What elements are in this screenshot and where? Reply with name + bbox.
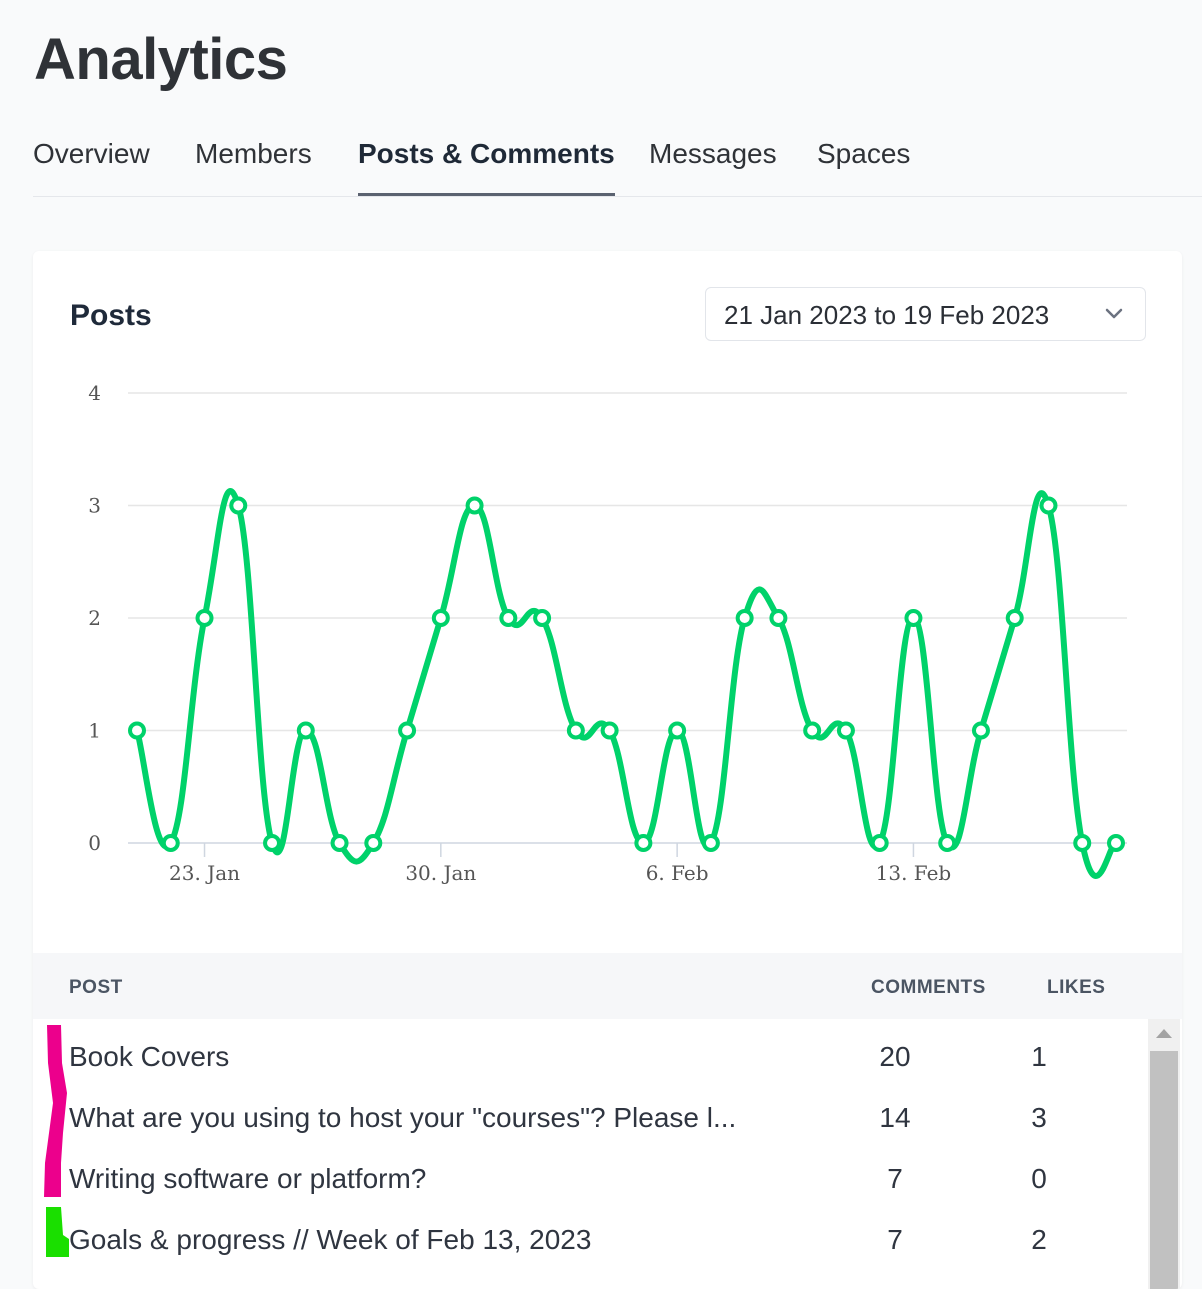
table-row[interactable]: Book Covers 20 1 [33, 1029, 1145, 1090]
column-header-comments[interactable]: COMMENTS [871, 977, 986, 998]
table-header: POST COMMENTS LIKES [33, 953, 1182, 1019]
data-point [296, 721, 315, 740]
data-point [128, 721, 146, 740]
y-tick-label: 4 [88, 381, 101, 405]
posts-card: Posts 21 Jan 2023 to 19 Feb 2023 0 1 2 3 4 23… [33, 251, 1182, 1289]
data-point [634, 834, 653, 852]
data-point [465, 496, 484, 515]
data-point [904, 609, 923, 627]
chevron-down-icon [1105, 308, 1123, 319]
data-point [870, 834, 889, 852]
post-title[interactable]: Writing software or platform? [69, 1163, 427, 1194]
table-row[interactable]: What are you using to host your "courses… [33, 1090, 1145, 1151]
series-line [134, 488, 1119, 879]
tab-members[interactable]: Members [195, 138, 312, 169]
table-row[interactable]: Writing software or platform? 7 0 [33, 1151, 1145, 1212]
data-point [330, 834, 349, 852]
data-point [263, 834, 282, 852]
x-tick-label: 23. Jan [169, 861, 240, 885]
pink-highlight-mark [44, 1025, 67, 1197]
data-point [803, 721, 822, 740]
data-point [398, 721, 417, 740]
likes-count: 2 [1031, 1224, 1047, 1255]
comments-count: 20 [879, 1041, 911, 1072]
data-point [1107, 834, 1125, 852]
data-point [1073, 834, 1092, 852]
comments-count: 14 [879, 1102, 911, 1133]
likes-count: 3 [1031, 1102, 1047, 1133]
data-point [431, 609, 450, 627]
data-point [533, 609, 552, 627]
green-highlight-mark [46, 1207, 69, 1257]
table-body: Book Covers 20 1 What are you using to h… [33, 1019, 1182, 1289]
date-range-select[interactable]: 21 Jan 2023 to 19 Feb 2023 [705, 287, 1146, 341]
data-point [1005, 609, 1024, 627]
data-point [229, 496, 248, 515]
data-point [600, 721, 619, 740]
data-point [566, 721, 585, 740]
data-point [668, 721, 687, 740]
data-point [161, 834, 180, 852]
comments-count: 7 [887, 1163, 903, 1194]
data-point [701, 834, 720, 852]
x-tick-label: 13. Feb [876, 861, 952, 885]
scroll-up-arrow-icon[interactable] [1156, 1029, 1172, 1038]
likes-count: 0 [1031, 1163, 1047, 1194]
y-tick-label: 3 [88, 494, 101, 518]
tab-bar: Overview Members Posts & Comments Messag… [33, 126, 1202, 197]
tab-posts-comments[interactable]: Posts & Comments [358, 138, 615, 196]
tab-overview[interactable]: Overview [33, 138, 150, 169]
post-title[interactable]: What are you using to host your "courses… [69, 1102, 737, 1133]
y-tick-label: 2 [88, 606, 101, 630]
data-point [769, 609, 788, 627]
y-tick-label: 0 [88, 831, 101, 855]
data-point [364, 834, 383, 852]
card-title: Posts [70, 299, 152, 332]
page-title: Analytics [34, 27, 288, 92]
post-title[interactable]: Book Covers [69, 1041, 230, 1072]
posts-line-chart: 0 1 2 3 4 23. Jan 30. Jan 6. Feb 13. Feb [88, 381, 1127, 885]
data-point [195, 609, 214, 627]
column-header-post: POST [69, 977, 123, 998]
date-range-value: 21 Jan 2023 to 19 Feb 2023 [724, 300, 1050, 330]
data-point [971, 721, 990, 740]
data-point [1039, 496, 1058, 515]
data-point [836, 721, 855, 740]
x-tick-label: 30. Jan [405, 861, 476, 885]
tab-spaces[interactable]: Spaces [817, 138, 911, 169]
tab-messages[interactable]: Messages [649, 138, 777, 169]
data-point [735, 609, 754, 627]
y-tick-label: 1 [88, 719, 101, 743]
scroll-thumb[interactable] [1150, 1051, 1178, 1289]
likes-count: 1 [1031, 1041, 1047, 1072]
table-scrollbar[interactable] [1148, 1019, 1180, 1289]
data-point [938, 834, 957, 852]
x-tick-label: 6. Feb [646, 861, 709, 885]
comments-count: 7 [887, 1224, 903, 1255]
table-row[interactable]: Goals & progress // Week of Feb 13, 2023… [33, 1212, 1145, 1273]
column-header-likes[interactable]: LIKES [1047, 977, 1106, 998]
data-point [499, 609, 518, 627]
post-title[interactable]: Goals & progress // Week of Feb 13, 2023 [69, 1224, 592, 1255]
